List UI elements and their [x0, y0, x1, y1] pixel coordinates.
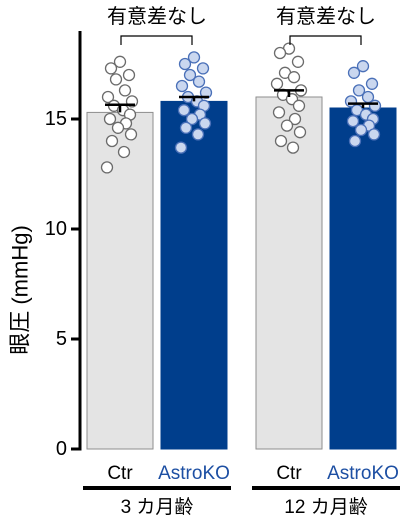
data-point	[270, 77, 284, 90]
data-point	[122, 68, 136, 82]
data-point	[346, 115, 360, 128]
bar	[255, 96, 323, 450]
data-point	[286, 141, 300, 154]
data-point	[292, 99, 306, 112]
data-point	[101, 90, 115, 104]
data-point	[293, 126, 307, 139]
data-point	[178, 57, 192, 71]
comparison-label: 有意差なし	[107, 5, 207, 28]
data-point	[348, 134, 362, 148]
data-point	[124, 128, 138, 141]
data-point	[347, 66, 361, 79]
data-point	[109, 73, 123, 86]
data-point	[174, 141, 188, 154]
category-label: Ctr	[107, 463, 133, 484]
data-point	[291, 55, 305, 68]
error-bar	[105, 103, 135, 113]
y-tick-labels: 0 5 10 15	[45, 108, 67, 460]
data-point	[352, 84, 366, 97]
bar	[160, 100, 228, 450]
data-point	[280, 119, 294, 132]
y-axis	[71, 31, 82, 451]
data-point	[183, 68, 197, 82]
bar	[329, 107, 397, 450]
data-point	[287, 71, 301, 84]
y-tick-label: 5	[56, 328, 67, 350]
data-point	[105, 134, 119, 148]
y-tick-label: 0	[56, 438, 67, 460]
data-point	[175, 79, 189, 93]
data-point	[117, 145, 131, 159]
data-point	[177, 104, 191, 117]
data-point	[274, 134, 288, 148]
comparison-bracket	[289, 35, 362, 45]
comparisons-layer: 有意差なし 有意差なし	[107, 5, 376, 45]
y-axis-label: 眼圧 (mmHg)	[8, 225, 33, 355]
category-label: AstroKO	[158, 463, 230, 484]
data-point	[187, 51, 201, 64]
data-point	[365, 77, 379, 90]
bars-layer	[86, 96, 397, 450]
data-point	[111, 121, 125, 134]
data-point	[368, 99, 382, 112]
category-labels: Ctr AstroKO Ctr AstroKO	[107, 463, 399, 484]
group-label: 12 カ月齢	[284, 496, 367, 518]
data-point	[185, 112, 199, 126]
error-bar	[179, 95, 209, 102]
error-bar	[274, 89, 304, 97]
group-label: 3 カ月齢	[121, 496, 194, 518]
data-point	[272, 106, 286, 119]
data-point	[288, 112, 302, 126]
data-point	[179, 121, 193, 134]
category-label: AstroKO	[327, 463, 399, 484]
category-label: Ctr	[276, 463, 302, 484]
data-point	[367, 128, 381, 141]
data-point	[103, 112, 117, 126]
data-point	[196, 62, 210, 75]
data-point	[100, 161, 114, 174]
bar	[86, 111, 154, 450]
y-tick-label: 10	[45, 218, 67, 240]
data-point	[273, 46, 287, 60]
data-point	[198, 117, 212, 130]
error-bars-layer	[105, 89, 378, 113]
data-point	[354, 123, 368, 137]
data-point	[113, 55, 127, 68]
data-point	[118, 84, 132, 97]
data-point	[104, 62, 118, 75]
y-tick-label: 15	[45, 108, 67, 130]
comparison-label: 有意差なし	[276, 5, 376, 28]
data-point	[191, 128, 205, 141]
data-point	[356, 60, 370, 73]
data-point	[192, 75, 206, 88]
comparison-bracket	[120, 35, 193, 45]
error-bar	[348, 102, 378, 108]
group-labels: 3 カ月齢 12 カ月齢	[83, 486, 400, 518]
